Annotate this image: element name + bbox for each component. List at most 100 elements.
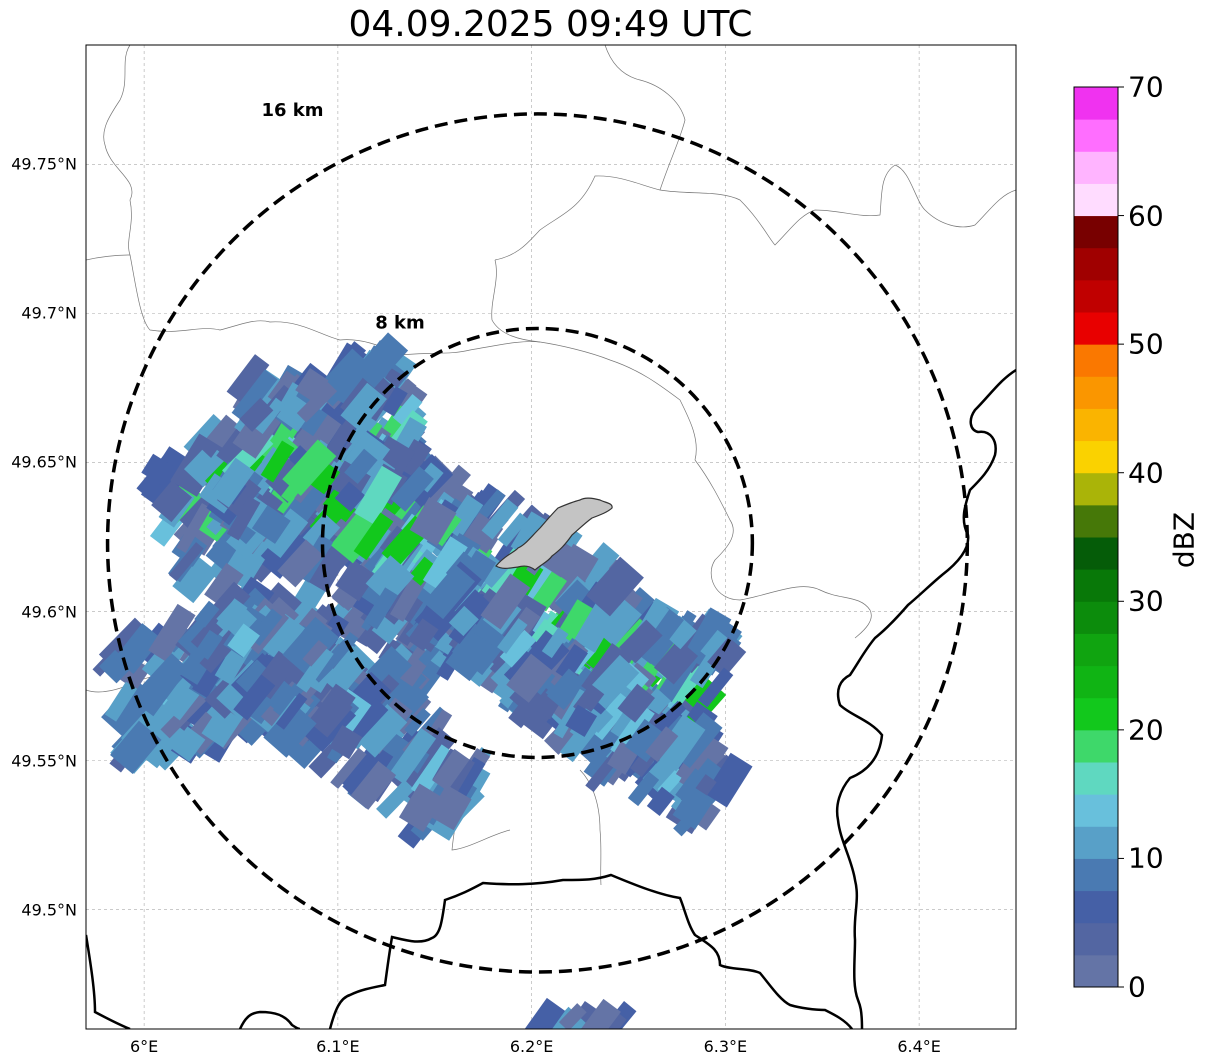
echo-cell [363, 587, 399, 630]
echo-cell [365, 555, 415, 605]
range-ring-16km [105, 112, 970, 974]
radar-reflectivity-echoes [92, 332, 753, 1029]
colorbar-swatch [1074, 633, 1118, 667]
echo-cell [350, 760, 397, 810]
echo-cell [577, 722, 622, 768]
colorbar-swatch [1074, 440, 1118, 474]
echo-cell [204, 562, 244, 607]
echo-cell [506, 653, 554, 703]
x-tick-label: 6°E [129, 1037, 159, 1056]
colorbar-swatch [1074, 87, 1118, 120]
echo-cell [390, 466, 434, 512]
colorbar-swatch [1074, 151, 1118, 184]
echo-cell [448, 605, 479, 637]
echo-cell [235, 659, 271, 695]
echo-cell [555, 644, 588, 681]
echo-cell [302, 639, 328, 667]
echo-cell [481, 498, 519, 540]
colorbar-swatch [1074, 826, 1118, 859]
echo-cell [523, 997, 566, 1029]
colorbar-frame [1073, 86, 1119, 988]
echo-cell [172, 555, 219, 604]
colorbar-tick-label: 40 [1128, 456, 1164, 490]
echo-cell [353, 512, 394, 561]
echo-cell [382, 386, 408, 417]
echo-cell [110, 720, 162, 775]
echo-cell [617, 683, 655, 723]
colorbar-swatch [1074, 729, 1118, 763]
echo-cell [171, 726, 206, 762]
colorbar-swatch [1074, 665, 1118, 699]
echo-cell [675, 731, 729, 791]
colorbar-tick-label: 30 [1128, 584, 1164, 618]
echo-cell [322, 417, 358, 462]
echo-cell [282, 439, 337, 496]
range-ring-label: 16 km [261, 100, 323, 121]
echo-cell [471, 636, 506, 676]
colorbar-swatch [1074, 408, 1118, 442]
echo-cell [653, 639, 699, 685]
echo-cell [499, 629, 537, 668]
echo-cell [558, 1003, 587, 1029]
colorbar-tick-label: 20 [1128, 713, 1164, 747]
echo-cell [104, 681, 138, 722]
echo-cell [428, 784, 472, 831]
echo-cell [645, 726, 679, 762]
colorbar [1073, 86, 1124, 988]
echo-cell [226, 354, 270, 403]
colorbar-swatch [1074, 472, 1118, 506]
echo-cell [596, 599, 642, 647]
echo-cell [663, 615, 697, 650]
echo-cell [168, 542, 204, 582]
colorbar-tick-label: 70 [1128, 70, 1164, 104]
x-tick-label: 6.2°E [509, 1037, 554, 1056]
echo-cell [233, 674, 276, 721]
echo-cell [627, 771, 660, 807]
x-tick-label: 6.3°E [703, 1037, 748, 1056]
echo-cell [141, 453, 173, 485]
y-tick-label: 49.6°N [21, 602, 77, 622]
colorbar-swatch [1074, 890, 1118, 924]
echo-cell [253, 397, 286, 434]
echo-cell [410, 744, 455, 799]
echo-cell [586, 556, 644, 617]
colorbar-swatch [1074, 922, 1118, 956]
echo-cell [682, 607, 732, 668]
colorbar-tick-label: 50 [1128, 327, 1164, 361]
echo-cell [282, 616, 340, 676]
echo-cell [508, 684, 548, 729]
colorbar-swatch [1074, 504, 1118, 538]
echo-cell [407, 618, 439, 652]
echo-cell [263, 679, 297, 713]
echo-cell [432, 748, 470, 791]
colorbar-swatch [1074, 183, 1118, 217]
national-borders [86, 368, 1016, 1029]
colorbar-label: dBZ [1167, 511, 1201, 569]
range-ring-label: 8 km [375, 313, 425, 334]
echo-cell [389, 728, 437, 785]
map-plot-area: 16 km 8 km [86, 45, 1016, 1029]
colorbar-swatch [1074, 215, 1118, 249]
colorbar-swatch [1074, 312, 1118, 345]
echo-cell [209, 457, 255, 508]
colorbar-swatch [1074, 376, 1118, 409]
echo-cell [531, 570, 567, 612]
colorbar-swatch [1074, 762, 1118, 795]
colorbar-tick-label: 60 [1128, 199, 1164, 233]
echo-cell [277, 539, 324, 588]
echo-cell [646, 786, 675, 817]
echo-cell [497, 512, 529, 547]
city-area-polygon [495, 497, 613, 571]
echo-cell [480, 573, 531, 630]
echo-cell [262, 508, 309, 558]
y-tick-label: 49.75°N [11, 154, 77, 174]
echo-cell [339, 757, 371, 791]
echo-cell [323, 645, 372, 696]
echo-cell [697, 667, 734, 708]
echo-cell [340, 382, 387, 432]
echo-cell [423, 564, 476, 620]
echo-cell [176, 503, 212, 553]
echo-cell [262, 528, 310, 580]
echo-cell [260, 440, 295, 483]
